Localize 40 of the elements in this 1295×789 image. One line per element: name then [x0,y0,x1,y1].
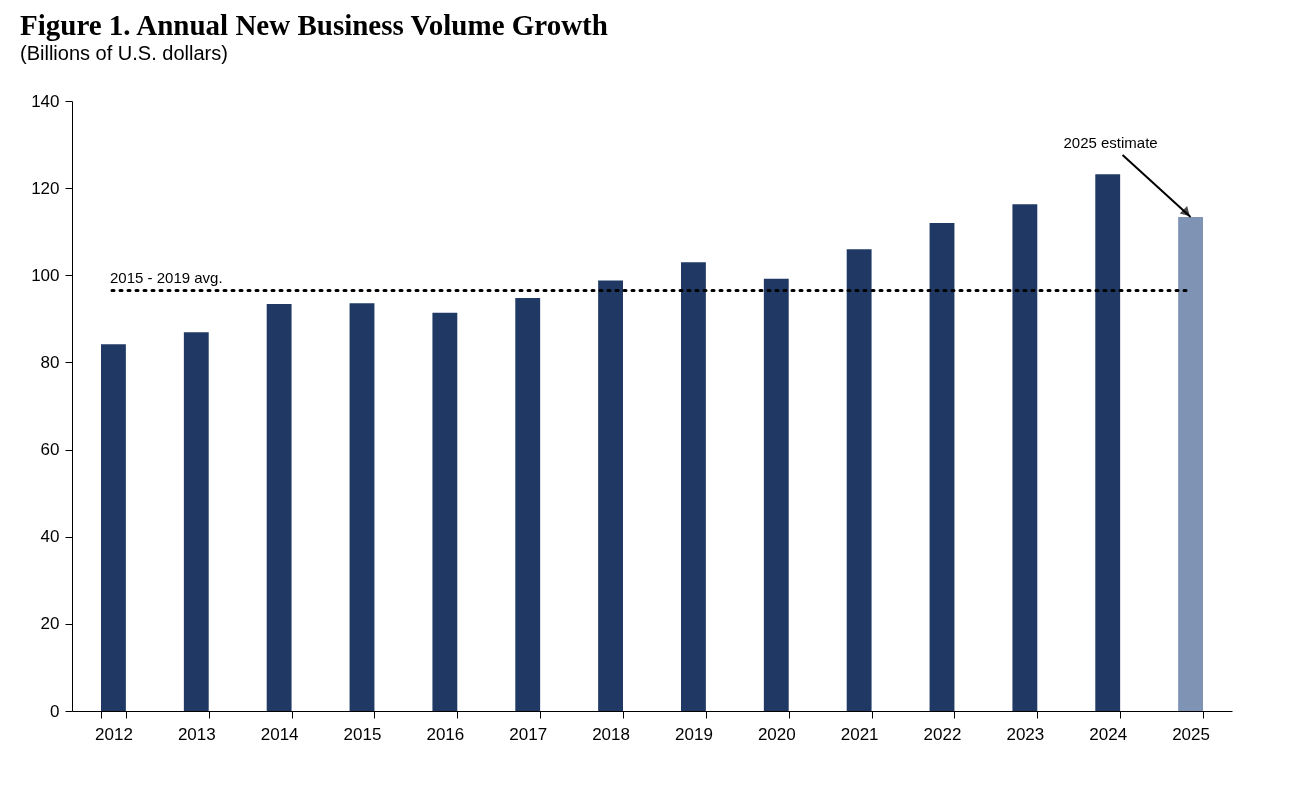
x-tick-label: 2017 [509,724,548,744]
y-tick-label: 140 [31,91,60,111]
chart-subtitle: (Billions of U.S. dollars) [20,42,228,64]
x-tick-label: 2023 [1006,724,1045,744]
y-tick-label: 80 [40,352,60,372]
bar [515,297,541,711]
y-tick-label: 100 [31,265,60,285]
y-tick-label: 20 [40,614,60,634]
bar [929,223,955,711]
y-tick-label: 40 [40,527,60,547]
y-tick-label: 0 [50,701,60,721]
bar [681,262,706,711]
x-tick-label: 2025 [1172,724,1210,744]
x-tick-label: 2020 [757,724,796,744]
bar [763,278,789,711]
y-tick-label: 120 [31,178,60,198]
x-tick-label: 2018 [592,724,630,744]
y-tick-label: 60 [40,440,60,460]
x-tick-label: 2019 [675,724,713,744]
x-tick-label: 2021 [840,724,879,744]
bar [349,303,375,711]
chart-title: Figure 1. Annual New Business Volume Growth [20,9,608,41]
annotation: 2025 estimate [1063,133,1158,151]
bar [101,344,126,711]
x-tick-label: 2024 [1089,724,1128,744]
bar [183,332,209,711]
x-tick-label: 2015 [343,724,382,744]
x-tick-label: 2016 [426,724,465,744]
x-tick-label: 2013 [177,724,216,744]
bar [1012,204,1038,711]
x-tick-label: 2014 [260,724,299,744]
bar [266,304,292,711]
bar [1095,174,1121,711]
x-tick-label: 2022 [923,724,962,744]
bar [1178,216,1203,711]
ref-line-label: 2015 - 2019 avg. [110,268,223,286]
bar [598,280,623,711]
bar [846,249,872,711]
x-tick-label: 2012 [95,724,133,744]
bar [432,312,458,711]
